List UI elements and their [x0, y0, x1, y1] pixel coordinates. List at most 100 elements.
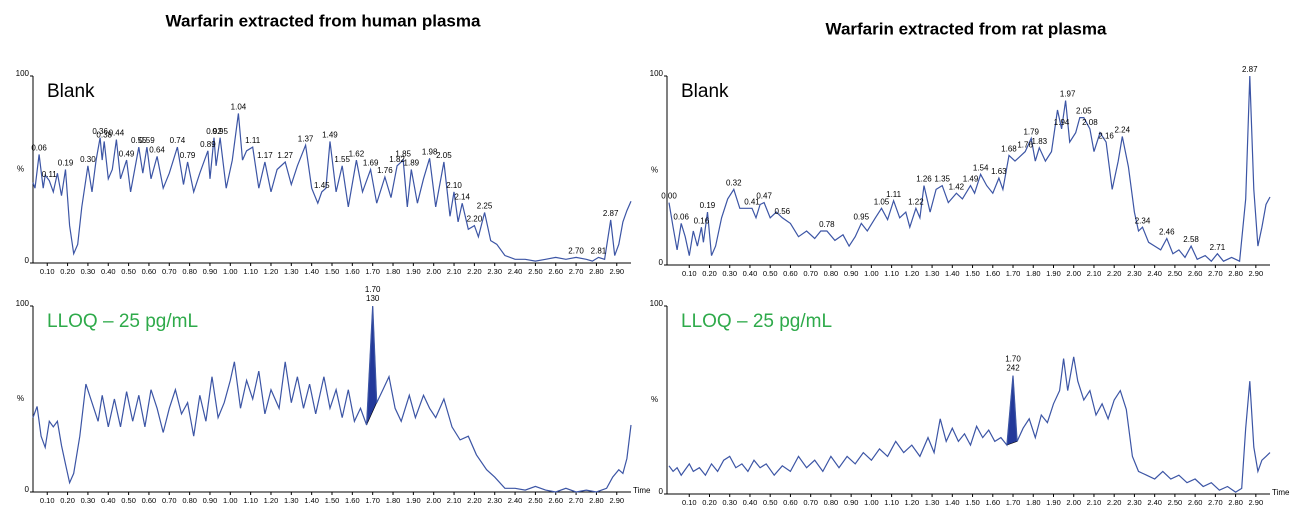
trace [668, 75, 1271, 263]
y-tick-label: 100 [650, 299, 664, 308]
x-tick-label: 2.80 [589, 267, 604, 276]
peak-label: 1.68 [1001, 144, 1017, 153]
x-tick-label: 2.50 [1168, 269, 1183, 278]
peak-label: 1.97 [1060, 90, 1076, 99]
x-tick-label: 0.60 [142, 267, 157, 276]
panel-label: Blank [681, 81, 729, 102]
peak-label: 1.62 [349, 149, 365, 158]
x-tick-label: 2.40 [1147, 269, 1162, 278]
x-tick-label: 2.60 [1188, 498, 1203, 506]
x-tick-label: 2.80 [1228, 498, 1243, 506]
peak-label: 1.76 [377, 166, 393, 175]
peak-label: 2.34 [1135, 216, 1151, 225]
peak-label: 1.79 [1023, 127, 1039, 136]
x-tick-label: 1.10 [884, 498, 899, 506]
x-tick-label: 2.50 [1168, 498, 1183, 506]
x-tick-label: 1.40 [304, 267, 319, 276]
x-tick-label: 0.40 [101, 267, 116, 276]
x-tick-label: 1.30 [925, 269, 940, 278]
peak-label: 1.11 [245, 136, 261, 145]
peak-time: 1.70 [365, 285, 381, 294]
peak-label: 0.89 [200, 140, 216, 149]
panel-label: LLOQ – 25 pg/mL [47, 311, 198, 332]
trace [32, 305, 632, 493]
peak-label: 1.98 [422, 147, 438, 156]
x-tick-label: 2.80 [589, 496, 604, 505]
x-tick-label: 2.30 [487, 496, 502, 505]
x-tick-label: 0.20 [702, 269, 717, 278]
y-axis-label: % [651, 395, 658, 404]
x-tick-label: 1.20 [264, 496, 279, 505]
peak-label: 2.70 [568, 246, 584, 255]
peak-label: 1.55 [334, 155, 350, 164]
x-tick-label: 1.80 [386, 496, 401, 505]
peak-label: 2.25 [477, 202, 493, 211]
x-tick-label: 0.60 [783, 269, 798, 278]
peak-label: 1.27 [277, 151, 293, 160]
x-tick-label: 2.20 [467, 267, 482, 276]
peak-label: 0.74 [170, 136, 186, 145]
peak-label: 2.71 [1210, 243, 1226, 252]
heading: Warfarin extracted from human plasma [166, 11, 481, 30]
x-tick-label: 2.30 [1127, 498, 1142, 506]
x-tick-label: 2.40 [508, 267, 523, 276]
x-tick-label: 0.40 [743, 269, 758, 278]
x-tick-label: 0.60 [142, 496, 157, 505]
y-tick-label: 100 [16, 299, 30, 308]
x-tick-label: 2.10 [1087, 498, 1102, 506]
x-tick-label: 1.50 [965, 269, 980, 278]
x-tick-label: 1.70 [365, 496, 380, 505]
x-tick-label: 1.70 [1006, 498, 1021, 506]
x-tick-label: 1.00 [223, 496, 238, 505]
peak-label: 1.89 [404, 159, 420, 168]
x-tick-label: 2.80 [1228, 269, 1243, 278]
peak-label: 1.04 [231, 103, 247, 112]
x-tick-label: 0.50 [763, 269, 778, 278]
peak-label: 0.30 [80, 155, 96, 164]
y-axis-label: % [17, 394, 24, 403]
peak-label: 1.82 [389, 155, 405, 164]
peak-label: 2.05 [436, 151, 452, 160]
x-tick-label: 1.10 [884, 269, 899, 278]
y-axis-label: % [17, 165, 24, 174]
peak-label: 1.63 [991, 167, 1007, 176]
peak-label: 0.95 [212, 127, 228, 136]
x-tick-label: 2.60 [548, 496, 563, 505]
x-tick-label: 0.40 [101, 496, 116, 505]
x-tick-label: 0.90 [203, 496, 218, 505]
x-tick-label: 2.90 [609, 496, 624, 505]
peak-label: 0.16 [694, 216, 710, 225]
y-axis-label: % [651, 166, 658, 175]
x-tick-label: 0.70 [162, 267, 177, 276]
peak-label: 0.06 [31, 144, 47, 153]
peak-label: 1.94 [1054, 118, 1070, 127]
peak-time: 1.70 [1005, 355, 1021, 364]
x-tick-label: 1.60 [345, 267, 360, 276]
x-tick-label: 0.20 [702, 498, 717, 506]
trace [668, 356, 1271, 493]
x-tick-label: 1.10 [243, 496, 258, 505]
x-tick-label: 2.60 [548, 267, 563, 276]
x-tick-label: 1.90 [1046, 498, 1061, 506]
x-tick-label: 2.90 [609, 267, 624, 276]
x-tick-label: 0.40 [743, 498, 758, 506]
x-tick-label: 2.40 [1147, 498, 1162, 506]
x-tick-label: 2.10 [447, 267, 462, 276]
x-tick-label: 1.70 [1006, 269, 1021, 278]
x-tick-label: 0.80 [824, 498, 839, 506]
peak-label: 0.44 [109, 129, 125, 138]
x-tick-label: 0.10 [40, 267, 55, 276]
peak-label: 0.06 [673, 213, 689, 222]
x-tick-label: 0.20 [60, 496, 75, 505]
x-tick-label: 1.60 [345, 496, 360, 505]
peak-label: 2.87 [603, 209, 619, 218]
peak-label: 0.47 [756, 192, 772, 201]
peak-label: 1.83 [1032, 137, 1048, 146]
peak-label: 1.85 [395, 149, 411, 158]
x-tick-label: 2.10 [1087, 269, 1102, 278]
peak-label: 0.38 [96, 131, 112, 140]
x-tick-label: 1.80 [386, 267, 401, 276]
x-tick-label: 0.30 [722, 269, 737, 278]
x-tick-label: 2.20 [1107, 498, 1122, 506]
x-tick-label: 2.50 [528, 267, 543, 276]
